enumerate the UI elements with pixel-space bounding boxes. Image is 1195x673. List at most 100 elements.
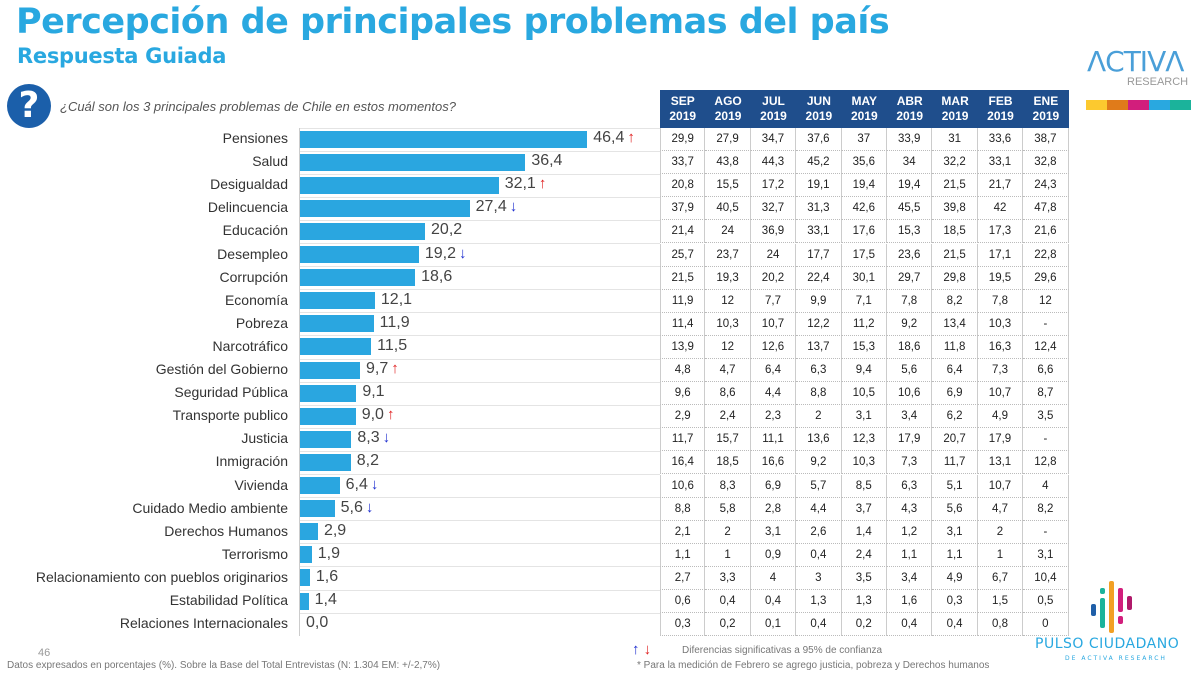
bar [300,523,318,541]
pulso-title: PULSO CIUDADANO [1035,636,1180,652]
table-cell: 40,5 [705,197,751,221]
grid-line [300,151,660,152]
table-cell: 3,5 [841,566,887,590]
table-cell: 10,6 [660,474,706,498]
table-cell: 9,4 [841,359,887,383]
table-cell: 22,4 [796,266,842,290]
table-cell: 0,6 [660,590,706,614]
table-cell: 33,6 [977,128,1024,152]
grid-line [300,543,660,544]
table-cell: 2 [796,405,842,429]
bar [300,569,310,587]
value-label: 1,6 [315,567,339,585]
table-cell: 21,7 [977,174,1024,198]
value-label-wrap: 18,6 [421,268,452,286]
table-cell: 37,9 [660,197,706,221]
bar [300,269,416,287]
table-cell: 8,8 [796,382,842,406]
table-cell: 16,4 [660,451,706,475]
table-cell: 1,2 [887,520,933,544]
table-cell: 34 [887,151,933,175]
table-cell: 42 [977,197,1024,221]
bar [300,477,340,494]
value-label-wrap: 5,6 ↓ [341,499,374,517]
table-cell: 9,2 [796,451,842,475]
table-cell: 13,6 [796,428,842,452]
table-cell: 4,4 [796,497,842,521]
table-cell: 2,4 [841,543,887,567]
pulso-ciudadano-logo: PULSO CIUDADANO DE ACTIVA RESEARCH [1035,576,1185,666]
category-label: Salud [252,153,288,170]
page-number: 46 [38,647,51,659]
table-cell: 36,9 [750,220,797,244]
table-cell: 6,9 [750,474,797,498]
table-cell: 13,7 [796,335,842,359]
category-label: Cuidado Medio ambiente [132,499,288,516]
table-cell: 20,7 [932,428,978,452]
table-cell: 6,3 [796,359,842,383]
category-label: Narcotráfico [212,337,288,354]
table-cell: 32,8 [1023,151,1069,175]
table-cell: 31 [932,128,978,152]
table-cell: - [1023,520,1069,544]
table-cell: 21,6 [1023,220,1069,244]
column-year: 2019 [896,109,924,123]
table-cell: 3,1 [1023,543,1069,567]
table-cell: 25,7 [660,243,706,267]
grid-line [300,220,660,221]
up-arrow-icon: ↑ [391,360,399,377]
table-cell: 3,4 [887,405,933,429]
table-cell: 1,1 [932,543,978,567]
grid-line [300,174,660,175]
table-cell: 7,7 [750,289,797,313]
table-cell: 3,3 [705,566,751,590]
table-cell: 15,3 [841,335,887,359]
value-label-wrap: 2,9 [324,522,346,540]
table-cell: 16,3 [977,335,1024,359]
table-cell: 0 [1023,613,1069,637]
table-cell: 32,2 [932,151,978,175]
table-cell: 45,2 [796,151,842,175]
down-arrow-icon: ↓ [643,641,652,658]
table-cell: 17,9 [977,428,1024,452]
table-cell: 12,2 [796,312,842,336]
bar [300,199,470,217]
table-cell: 8,2 [932,289,978,313]
value-label-wrap: 36,4 [531,152,562,170]
table-cell: 11,8 [932,335,978,359]
down-arrow-icon: ↓ [370,475,379,493]
table-cell: 22,8 [1023,243,1069,267]
column-year: 2019 [805,109,833,123]
column-header: MAY 2019 [841,90,887,128]
table-cell: 19,4 [841,174,887,198]
table-cell: 10,3 [705,312,751,336]
table-cell: 31,3 [796,197,842,221]
category-label: Pensiones [222,130,288,146]
table-cell: 1 [977,543,1024,567]
table-cell: 4,9 [932,566,978,590]
bar [300,130,588,148]
category-label: Relaciones Internacionales [119,615,288,632]
grid-line [300,451,660,452]
value-label-wrap: 46,4 ↑ [593,129,635,147]
table-cell: 7,8 [977,289,1024,313]
value-label: 9,1 [362,383,385,401]
table-cell: 0,3 [932,590,978,614]
base-note: Datos expresados en porcentajes (%). Sob… [7,660,441,671]
table-cell: 4,4 [750,382,797,406]
value-label: 5,6 [340,498,363,516]
table-cell: 17,9 [887,428,933,452]
column-header: JUL 2019 [750,90,797,128]
table-cell: 1,1 [660,543,706,567]
grid-line [300,382,660,383]
table-cell: 11,4 [660,312,706,336]
table-cell: 11,1 [750,428,797,452]
table-cell: 4,7 [705,359,751,383]
table-cell: 3,1 [750,520,797,544]
column-year: 2019 [850,109,878,123]
table-cell: 33,7 [660,151,706,175]
table-cell: 4,3 [887,497,933,521]
table-cell: 3,7 [841,497,887,521]
table-cell: 18,5 [932,220,978,244]
category-label: Inmigración [215,453,288,470]
